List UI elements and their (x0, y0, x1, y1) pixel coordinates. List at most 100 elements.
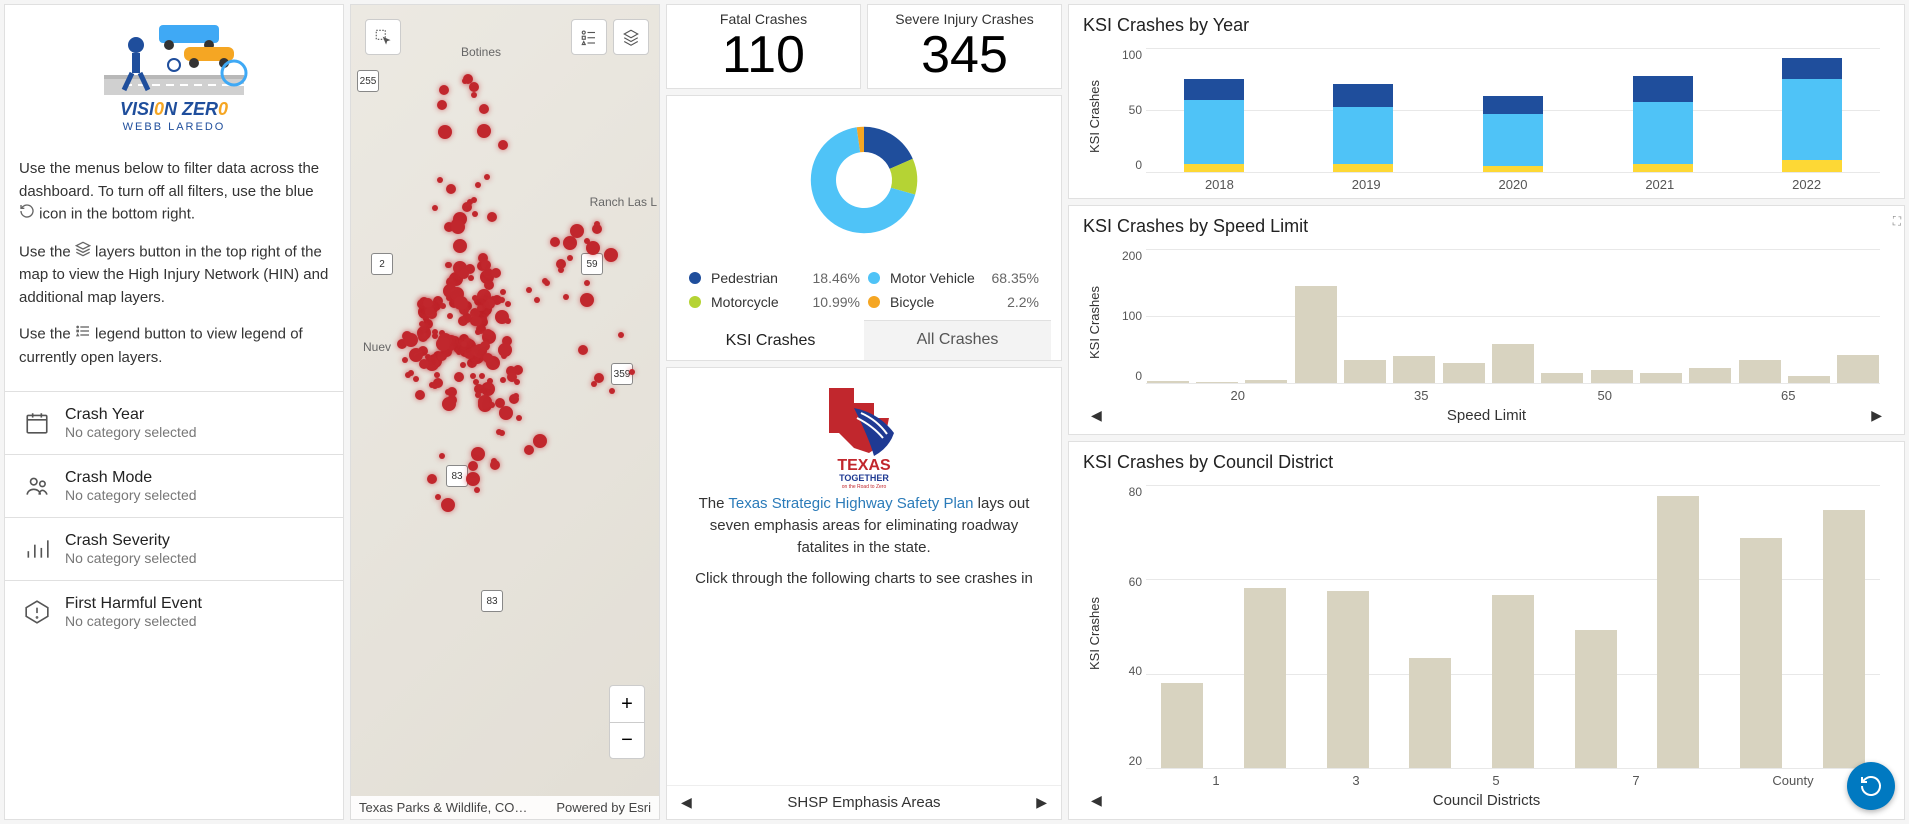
crash-point[interactable] (498, 140, 508, 150)
bar[interactable] (1245, 380, 1287, 383)
crash-point[interactable] (471, 316, 481, 326)
crash-point[interactable] (454, 296, 468, 310)
stacked-bar[interactable] (1633, 48, 1693, 172)
crash-point[interactable] (479, 104, 489, 114)
crash-point[interactable] (586, 241, 600, 255)
filter-crash-severity[interactable]: Crash SeverityNo category selected (5, 517, 343, 580)
crash-point[interactable] (438, 125, 452, 139)
bar[interactable] (1393, 356, 1435, 383)
crash-point[interactable] (475, 182, 481, 188)
crash-point[interactable] (441, 498, 455, 512)
legend-button[interactable] (571, 19, 607, 55)
crash-point[interactable] (570, 224, 584, 238)
stacked-bar[interactable] (1184, 48, 1244, 172)
crash-point[interactable] (434, 372, 440, 378)
pager-prev-button[interactable]: ◀ (1091, 407, 1102, 424)
select-tool-button[interactable] (365, 19, 401, 55)
reset-filters-button[interactable] (1847, 762, 1895, 810)
pager-prev-button[interactable]: ◀ (1091, 792, 1102, 809)
bar[interactable] (1575, 630, 1617, 768)
shsp-link[interactable]: Texas Strategic Highway Safety Plan (728, 495, 973, 512)
crash-point[interactable] (524, 445, 534, 455)
crash-point[interactable] (567, 255, 573, 261)
crash-point[interactable] (474, 487, 480, 493)
bar[interactable] (1823, 510, 1865, 768)
crash-point[interactable] (471, 197, 477, 203)
crash-point[interactable] (471, 92, 477, 98)
crash-point[interactable] (591, 381, 597, 387)
bar[interactable] (1657, 496, 1699, 768)
crash-point[interactable] (496, 429, 502, 435)
crash-point[interactable] (437, 177, 443, 183)
bar[interactable] (1788, 376, 1830, 383)
crash-point[interactable] (483, 353, 493, 363)
crash-point[interactable] (526, 287, 532, 293)
crash-point[interactable] (436, 337, 450, 351)
bar[interactable] (1640, 373, 1682, 383)
bar[interactable] (1740, 538, 1782, 768)
pager-prev-button[interactable]: ◀ (681, 794, 692, 811)
crash-point[interactable] (427, 474, 437, 484)
bar[interactable] (1161, 683, 1203, 768)
crash-point[interactable] (470, 373, 476, 379)
stacked-bar[interactable] (1483, 48, 1543, 172)
crash-point[interactable] (618, 332, 624, 338)
tab-ksi-crashes[interactable]: KSI Crashes (677, 320, 864, 360)
pager-next-button[interactable]: ▶ (1036, 794, 1047, 811)
crash-point[interactable] (439, 85, 449, 95)
crash-point[interactable] (447, 313, 453, 319)
bar[interactable] (1147, 381, 1189, 383)
crash-point[interactable] (433, 378, 443, 388)
bar[interactable] (1295, 286, 1337, 383)
crash-point[interactable] (446, 262, 452, 268)
map-panel[interactable]: Botines Ranch Las L Nuev 255 2 59 359 83… (350, 4, 660, 820)
bar[interactable] (1196, 382, 1238, 383)
bar[interactable] (1344, 360, 1386, 383)
crash-point[interactable] (419, 359, 429, 369)
crash-point[interactable] (483, 329, 493, 339)
crash-point[interactable] (432, 329, 438, 335)
crash-point[interactable] (563, 236, 577, 250)
crash-point[interactable] (408, 370, 414, 376)
stacked-bar[interactable] (1782, 48, 1842, 172)
crash-point[interactable] (490, 460, 500, 470)
crash-point[interactable] (481, 260, 491, 270)
bar[interactable] (1443, 363, 1485, 383)
bar[interactable] (1689, 368, 1731, 383)
crash-point[interactable] (533, 434, 547, 448)
crash-point[interactable] (419, 321, 425, 327)
crash-point[interactable] (516, 415, 522, 421)
zoom-out-button[interactable]: − (610, 722, 644, 758)
bar[interactable] (1409, 658, 1451, 768)
stacked-bar[interactable] (1333, 48, 1393, 172)
bar[interactable] (1492, 595, 1534, 768)
donut-chart[interactable] (794, 110, 934, 250)
bar[interactable] (1492, 344, 1534, 383)
bar[interactable] (1327, 591, 1369, 768)
crash-point[interactable] (550, 237, 560, 247)
crash-point[interactable] (425, 307, 435, 317)
crash-point[interactable] (507, 372, 517, 382)
crash-point[interactable] (466, 472, 480, 486)
crash-point[interactable] (498, 343, 512, 357)
tab-all-crashes[interactable]: All Crashes (864, 321, 1051, 360)
layers-button[interactable] (613, 19, 649, 55)
crash-point[interactable] (484, 280, 494, 290)
crash-point[interactable] (422, 333, 428, 339)
bar[interactable] (1541, 373, 1583, 383)
filter-crash-year[interactable]: Crash YearNo category selected (5, 391, 343, 454)
crash-point[interactable] (609, 388, 615, 394)
zoom-in-button[interactable]: + (610, 686, 644, 722)
bar[interactable] (1591, 370, 1633, 383)
filter-first-harmful[interactable]: First Harmful EventNo category selected (5, 580, 343, 643)
crash-point[interactable] (477, 124, 491, 138)
bar[interactable] (1739, 360, 1781, 383)
crash-point[interactable] (451, 220, 465, 234)
crash-point[interactable] (472, 211, 478, 217)
crash-point[interactable] (480, 341, 490, 351)
filter-crash-mode[interactable]: Crash ModeNo category selected (5, 454, 343, 517)
crash-point[interactable] (468, 275, 474, 281)
crash-point[interactable] (439, 453, 445, 459)
crash-point[interactable] (468, 461, 478, 471)
expand-icon[interactable]: ⛶ (1885, 209, 1909, 233)
